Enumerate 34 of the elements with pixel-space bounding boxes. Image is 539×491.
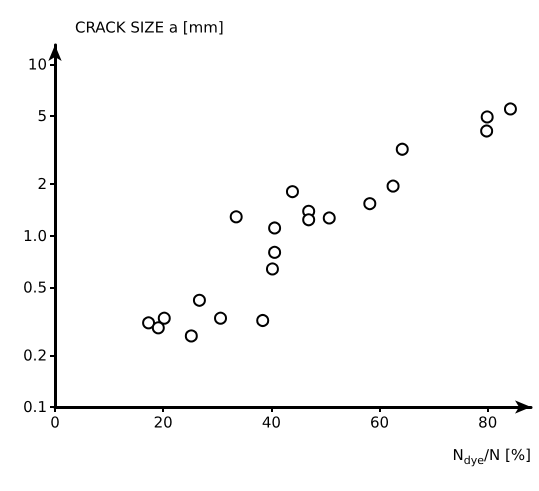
x-tick-label: 60	[370, 414, 390, 432]
point	[286, 185, 299, 198]
y-tick-label: 2	[37, 175, 47, 194]
point	[396, 142, 409, 156]
point	[256, 314, 270, 327]
x-tick-label: 0	[50, 414, 60, 432]
point	[504, 102, 517, 116]
point	[386, 180, 400, 193]
point	[268, 246, 282, 259]
point	[152, 321, 165, 334]
point	[142, 316, 156, 330]
point	[363, 197, 376, 210]
y-tick-label: 0.5	[23, 278, 47, 296]
x-tick-label: 20	[154, 414, 173, 432]
x-tick-label: 80	[478, 414, 498, 432]
point	[322, 211, 336, 224]
y-tick-label: 10	[28, 56, 47, 74]
x-tick-label: 40	[262, 414, 281, 432]
y-tick-label: 1.0	[23, 226, 47, 245]
y-axis-title: CRACK SIZE a [mm]	[75, 18, 224, 36]
y-tick-label: 0.2	[23, 346, 47, 364]
point	[266, 262, 279, 276]
y-tick-label: 0.1	[23, 398, 47, 416]
point	[214, 312, 228, 325]
point	[480, 124, 494, 138]
point	[192, 294, 206, 307]
point	[230, 210, 243, 224]
y-tick-label: 5	[37, 107, 47, 126]
point	[480, 110, 494, 124]
point	[302, 213, 316, 226]
x-axis-title: N$_{dye}$/N [%]	[452, 446, 531, 467]
point	[268, 221, 282, 234]
point	[184, 329, 198, 342]
point	[158, 312, 171, 325]
